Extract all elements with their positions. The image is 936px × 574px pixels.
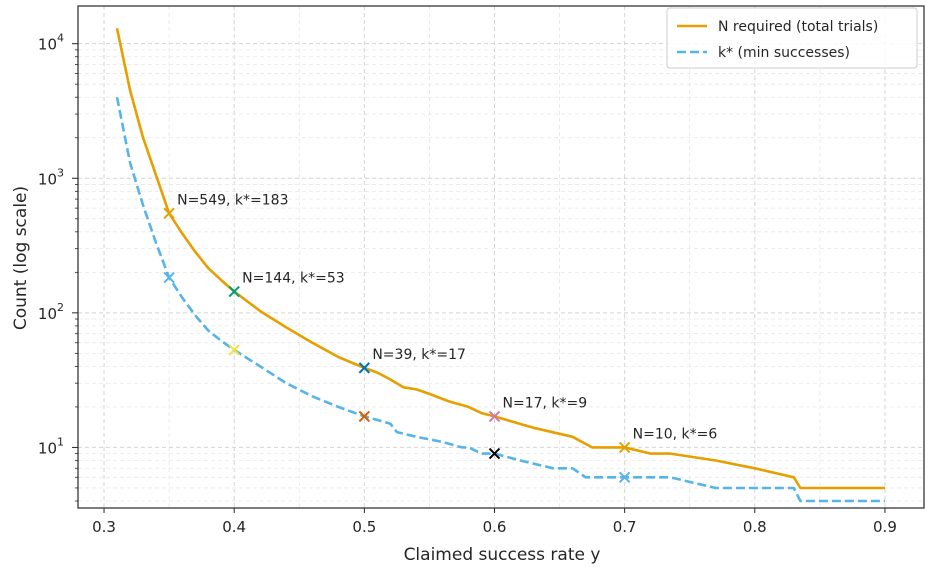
annotation-layer: N=549, k*=183 N=144, k*=53 N=39, k*=17 N=17…: [177, 192, 717, 442]
x-marker-stroke: [488, 447, 501, 460]
point-annotation: N=17, k*=9: [502, 395, 587, 411]
x-marker: [228, 344, 240, 356]
x-tick-label: 0.7: [613, 518, 637, 536]
x-axis-label: Claimed success rate y: [404, 545, 601, 565]
y-tick-label: 101: [38, 435, 64, 457]
series-line-n-required: [115, 28, 885, 490]
x-marker: [488, 447, 501, 460]
x-marker-stroke: [488, 410, 501, 423]
y-tick-label: 102: [38, 301, 64, 323]
x-tick-label: 0.8: [743, 518, 767, 536]
series-line-k-star: [115, 96, 885, 503]
x-marker: [228, 285, 240, 298]
point-annotation: N=39, k*=17: [372, 347, 466, 363]
x-tick-label: 0.4: [222, 518, 246, 536]
series-layer: [115, 28, 885, 503]
point-annotation: N=549, k*=183: [177, 192, 288, 208]
x-marker: [488, 410, 501, 423]
point-annotation: N=144, k*=53: [242, 271, 344, 287]
marker-layer: [163, 207, 631, 484]
y-axis-ticks: 101 102 103 104: [38, 32, 78, 502]
legend-label-n-required: N required (total trials): [718, 19, 878, 35]
y-axis-label: Count (log scale): [11, 186, 31, 330]
x-marker: [618, 471, 631, 484]
point-annotation: N=10, k*=6: [633, 426, 718, 442]
x-marker: [163, 271, 175, 284]
x-marker: [618, 441, 631, 454]
x-marker-stroke: [163, 207, 175, 220]
x-marker-stroke: [358, 410, 371, 423]
x-marker: [358, 410, 371, 423]
x-marker-stroke: [228, 344, 240, 356]
x-marker-stroke: [618, 441, 631, 454]
x-tick-label: 0.5: [352, 518, 376, 536]
x-tick-label: 0.6: [483, 518, 507, 536]
y-tick-label: 104: [38, 32, 64, 54]
y-tick-label: 103: [38, 166, 64, 188]
x-marker-stroke: [163, 271, 175, 284]
x-tick-label: 0.3: [92, 518, 116, 536]
x-axis-ticks: 0.3 0.4 0.5 0.6 0.7 0.8 0.9: [92, 508, 897, 536]
legend-label-k-star: k* (min successes): [718, 45, 850, 61]
x-marker-stroke: [358, 362, 371, 374]
grid: [78, 6, 924, 508]
x-marker-stroke: [228, 285, 240, 298]
x-marker: [163, 207, 175, 220]
plot-frame: [77, 5, 925, 509]
x-marker: [358, 362, 371, 374]
legend: N required (total trials) k* (min succes…: [666, 7, 918, 69]
x-tick-label: 0.9: [873, 518, 897, 536]
x-marker-stroke: [618, 471, 631, 484]
legend-box: [666, 7, 918, 69]
